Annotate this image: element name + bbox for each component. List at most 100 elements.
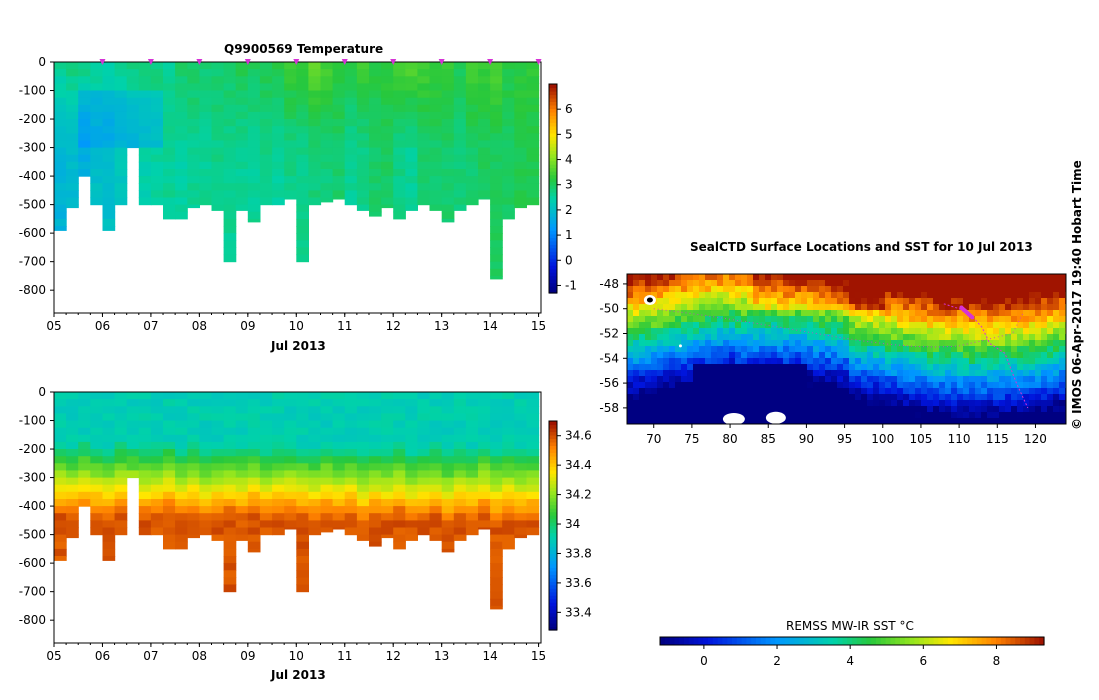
sst-cell bbox=[801, 364, 808, 371]
section-cell bbox=[66, 83, 79, 92]
section-cell bbox=[344, 62, 358, 70]
sst-cell bbox=[1047, 358, 1054, 365]
sst-cell bbox=[693, 316, 700, 323]
section-cell bbox=[369, 513, 382, 521]
sst-cell bbox=[663, 292, 670, 299]
sst-cell bbox=[933, 352, 940, 359]
colorbar-swatch bbox=[549, 424, 557, 429]
sst-cell bbox=[939, 394, 946, 401]
section-cell bbox=[429, 69, 443, 77]
section-cell bbox=[381, 513, 394, 521]
sst-cell bbox=[957, 292, 964, 299]
section-cell bbox=[502, 499, 515, 507]
sst-cell bbox=[1035, 286, 1042, 293]
sst-cell bbox=[1005, 316, 1012, 323]
section-cell bbox=[405, 97, 418, 106]
map-x-tick-label: 120 bbox=[1024, 432, 1047, 446]
section-cell bbox=[308, 183, 322, 191]
section-cell bbox=[235, 406, 249, 414]
sst-cell bbox=[939, 286, 946, 293]
section-cell bbox=[90, 463, 103, 471]
section-cell bbox=[247, 441, 261, 450]
section-cell bbox=[296, 104, 309, 113]
sst-cell bbox=[777, 406, 784, 413]
section-cell bbox=[199, 147, 213, 156]
section-cell bbox=[126, 140, 140, 149]
section-cell bbox=[344, 527, 358, 536]
section-cell bbox=[66, 463, 79, 471]
section-cell bbox=[235, 183, 249, 191]
section-cell bbox=[296, 62, 309, 70]
sst-cell bbox=[813, 412, 820, 419]
section-cell bbox=[417, 427, 431, 436]
sst-cell bbox=[1011, 382, 1018, 389]
section-cell bbox=[296, 534, 309, 543]
section-cell bbox=[102, 62, 116, 70]
sst-cell bbox=[753, 316, 760, 323]
section-cell bbox=[308, 62, 322, 70]
section-cell bbox=[429, 119, 443, 127]
section-cell bbox=[417, 183, 431, 191]
section-cell bbox=[502, 111, 515, 120]
sst-cell bbox=[645, 286, 652, 293]
section-cell bbox=[332, 62, 346, 70]
sst-cell bbox=[933, 274, 940, 281]
sst-cell bbox=[1047, 418, 1054, 425]
section-cell bbox=[235, 126, 249, 134]
section-cell bbox=[199, 491, 213, 500]
section-cell bbox=[102, 506, 116, 514]
section-cell bbox=[211, 62, 225, 70]
sst-cell bbox=[879, 310, 886, 317]
section-cell bbox=[284, 154, 297, 163]
section-cell bbox=[114, 190, 128, 199]
section-cell bbox=[259, 477, 273, 486]
sst-cell bbox=[849, 352, 856, 359]
sst-cell bbox=[957, 352, 964, 359]
sst-cell bbox=[879, 340, 886, 347]
sst-cell bbox=[675, 406, 682, 413]
sst-cell bbox=[717, 406, 724, 413]
map-y-tick-label: -56 bbox=[599, 376, 619, 390]
sst-cell bbox=[993, 274, 1000, 281]
sst-colorbar-swatch bbox=[991, 637, 997, 645]
section-cell bbox=[417, 119, 431, 127]
sst-cell bbox=[669, 364, 676, 371]
section-cell bbox=[344, 449, 358, 457]
sst-cell bbox=[735, 406, 742, 413]
sst-cell bbox=[813, 382, 820, 389]
sst-cell bbox=[1005, 400, 1012, 407]
sst-colorbar-swatch bbox=[746, 637, 752, 645]
section-cell bbox=[235, 69, 249, 77]
sst-cell bbox=[759, 394, 766, 401]
section-cell bbox=[514, 484, 527, 493]
x-tick-label: 10 bbox=[289, 319, 304, 333]
sst-cell bbox=[681, 340, 688, 347]
sst-cell bbox=[1011, 406, 1018, 413]
sst-cell bbox=[1005, 346, 1012, 353]
sst-cell bbox=[813, 322, 820, 329]
colorbar-tick-label: 34 bbox=[565, 517, 580, 531]
sst-cell bbox=[729, 382, 736, 389]
section-cell bbox=[247, 392, 261, 400]
sst-cell bbox=[1047, 292, 1054, 299]
section-cell bbox=[393, 434, 406, 443]
sst-cell bbox=[1029, 340, 1036, 347]
section-cell bbox=[90, 520, 103, 529]
section-cell bbox=[502, 420, 515, 429]
y-tick-label: -100 bbox=[19, 414, 46, 428]
sst-cell bbox=[711, 334, 718, 341]
section-cell bbox=[381, 126, 394, 134]
sst-cell bbox=[837, 370, 844, 377]
sst-colorbar-swatch bbox=[722, 637, 728, 645]
sst-cell bbox=[969, 388, 976, 395]
sst-cell bbox=[651, 418, 658, 425]
sst-cell bbox=[975, 310, 982, 317]
sst-cell bbox=[915, 376, 922, 383]
section-cell bbox=[138, 190, 152, 199]
section-cell bbox=[308, 427, 322, 436]
section-cell bbox=[514, 111, 527, 120]
section-cell bbox=[296, 183, 309, 191]
colorbar-swatch bbox=[549, 282, 557, 287]
section-cell bbox=[284, 434, 297, 443]
sst-cell bbox=[903, 364, 910, 371]
